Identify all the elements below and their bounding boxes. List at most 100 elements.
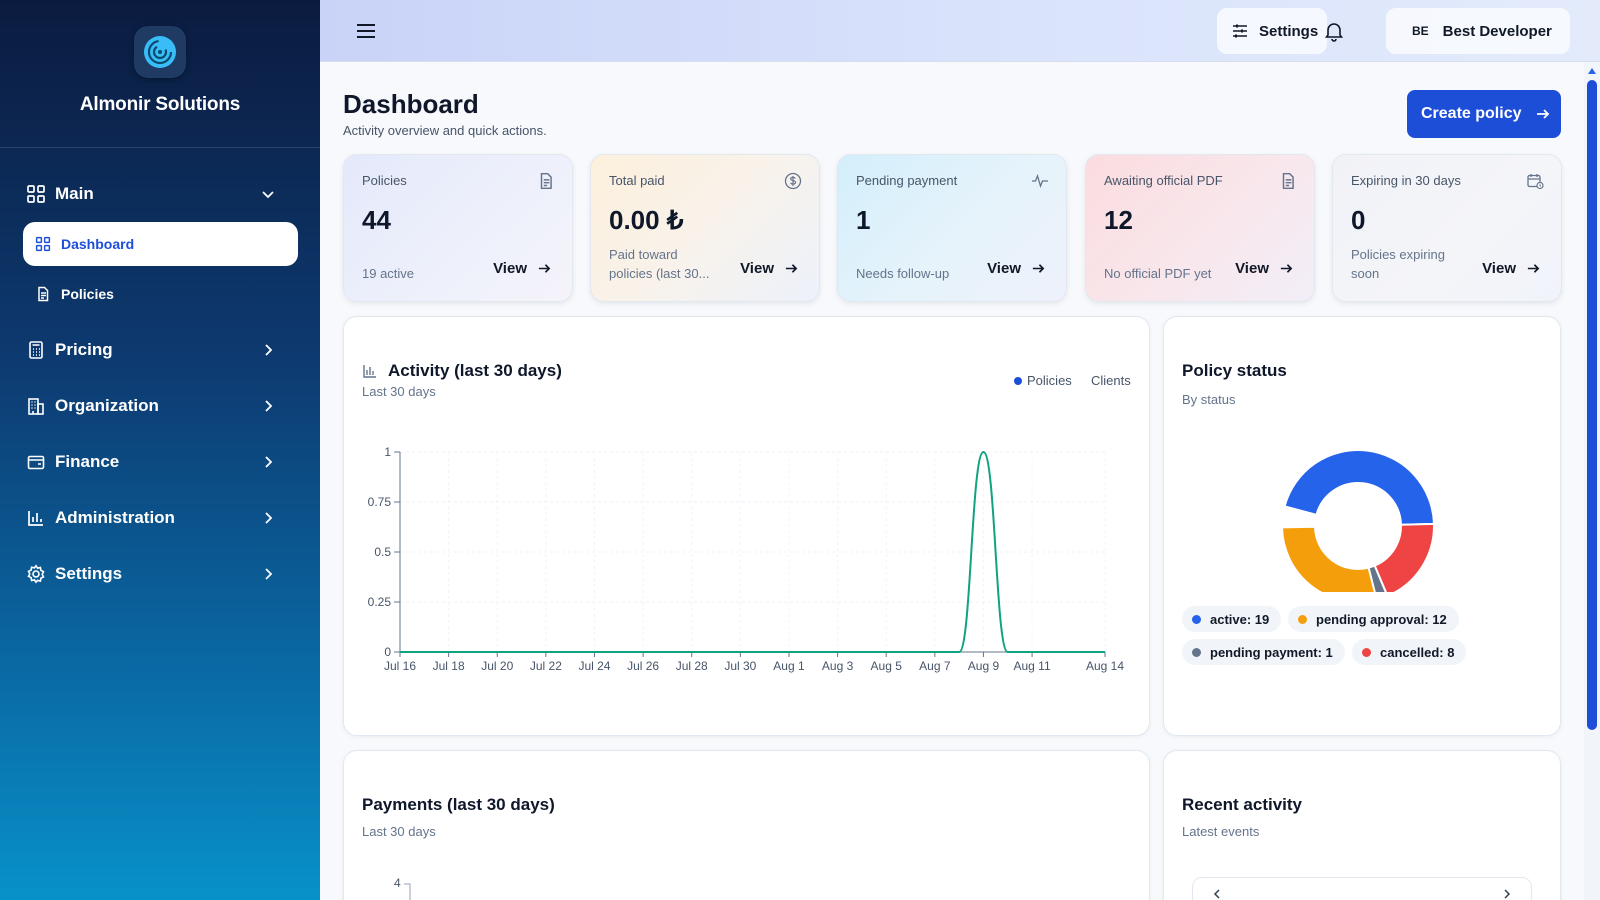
- sidebar-item-policies[interactable]: Policies: [23, 272, 298, 316]
- bar-chart-icon: [26, 508, 46, 528]
- kpi-label: Expiring in 30 days: [1351, 173, 1461, 188]
- chevron-right-icon[interactable]: [1501, 888, 1513, 900]
- kpi-value: 44: [362, 205, 391, 235]
- payments-title: Payments (last 30 days): [362, 795, 555, 814]
- x-tick-label: Jul 16: [384, 659, 416, 673]
- sidebar-nav: Main Dashboard Policies Pricing: [0, 148, 320, 602]
- y-tick-label: 0: [384, 645, 391, 659]
- main-scrollbar[interactable]: [1584, 62, 1600, 900]
- calendar-icon: [1527, 174, 1544, 190]
- document-icon: [540, 172, 552, 190]
- sidebar-group-administration[interactable]: Administration: [0, 490, 320, 546]
- legend-item-policies[interactable]: Policies: [1014, 373, 1072, 388]
- chevron-left-icon[interactable]: [1211, 888, 1223, 900]
- recent-activity-pager: [1192, 877, 1532, 900]
- x-tick-label: Aug 11: [1013, 659, 1050, 673]
- kpi-value: 0: [1351, 205, 1366, 235]
- scroll-thumb[interactable]: [1587, 80, 1597, 730]
- y-tick-label: 0.75: [368, 495, 392, 509]
- legend-chip-pending-approval[interactable]: pending approval: 12: [1288, 606, 1459, 632]
- kpi-view-link[interactable]: View: [1235, 260, 1294, 277]
- x-tick-label: Aug 9: [968, 659, 1000, 673]
- kpi-view-label: View: [987, 260, 1021, 277]
- sidebar-group-label: Administration: [55, 508, 175, 527]
- x-tick-label: Aug 7: [919, 659, 951, 673]
- donut-slice-pending-approval: [1280, 525, 1378, 600]
- x-tick-label: Jul 26: [627, 659, 659, 673]
- kpi-view-link[interactable]: View: [1482, 260, 1541, 277]
- x-tick-label: Jul 24: [578, 659, 610, 673]
- kpi-view-link[interactable]: View: [493, 260, 552, 277]
- policy-status-title: Policy status: [1182, 361, 1287, 380]
- create-policy-button[interactable]: Create policy: [1407, 90, 1561, 138]
- sidebar-group-organization[interactable]: Organization: [0, 378, 320, 434]
- kpi-view-link[interactable]: View: [740, 260, 799, 277]
- legend-chip-cancelled[interactable]: cancelled: 8: [1352, 639, 1467, 665]
- gear-icon: [26, 564, 46, 584]
- sidebar-group-main[interactable]: Main: [0, 166, 320, 222]
- legend-chip-active[interactable]: active: 19: [1182, 606, 1282, 632]
- kpi-label: Pending payment: [856, 173, 958, 188]
- sidebar-item-dashboard[interactable]: Dashboard: [23, 222, 298, 266]
- x-tick-label: Jul 22: [530, 659, 562, 673]
- hamburger-menu-icon[interactable]: [356, 20, 376, 42]
- bell-icon[interactable]: [1323, 20, 1345, 42]
- kpi-value: 1: [856, 205, 871, 235]
- arrow-right-icon: [785, 264, 798, 273]
- page-subtitle: Activity overview and quick actions.: [343, 123, 547, 138]
- kpi-value: 0.00 ₺: [609, 205, 684, 235]
- kpi-card-total-paid[interactable]: Total paid 0.00 ₺ Paid toward policies (…: [590, 154, 820, 302]
- kpi-card-expiring[interactable]: Expiring in 30 days 0 Policies expiring …: [1332, 154, 1562, 302]
- legend-label: pending payment: 1: [1210, 644, 1333, 660]
- legend-dot: [1298, 614, 1307, 624]
- kpi-label: Policies: [362, 173, 407, 188]
- brand-logo[interactable]: [134, 26, 186, 78]
- legend-label: Policies: [1027, 373, 1072, 388]
- user-menu-button[interactable]: BE Best Developer: [1386, 8, 1570, 54]
- recent-activity-title: Recent activity: [1182, 795, 1302, 814]
- kpi-card-policies[interactable]: Policies 44 19 active View: [343, 154, 573, 302]
- brand: Almonir Solutions: [0, 0, 320, 148]
- sidebar-group-label: Pricing: [55, 340, 113, 359]
- payments-card: Payments (last 30 days) Last 30 days 4: [343, 750, 1150, 900]
- legend-item-clients[interactable]: Clients: [1091, 373, 1131, 388]
- scroll-up-arrow[interactable]: [1588, 68, 1596, 74]
- x-tick-label: Aug 14: [1086, 659, 1124, 673]
- arrow-right-icon: [1032, 264, 1045, 273]
- recent-activity-card: Recent activity Latest events: [1163, 750, 1561, 900]
- arrow-right-icon: [1537, 109, 1550, 119]
- kpi-subtext: 19 active: [362, 266, 415, 281]
- legend-chip-pending-payment[interactable]: pending payment: 1: [1182, 639, 1345, 665]
- sidebar-group-label: Main: [55, 184, 94, 203]
- x-tick-label: Jul 30: [724, 659, 756, 673]
- sidebar-group-label: Settings: [55, 564, 123, 583]
- kpi-subtext: Needs follow-up: [856, 266, 950, 281]
- arrow-right-icon: [538, 264, 551, 273]
- shield-logo-icon: [144, 36, 176, 68]
- chevron-right-icon: [265, 512, 273, 524]
- kpi-view-link[interactable]: View: [987, 260, 1046, 277]
- sidebar: Almonir Solutions Main Dashboard Policie…: [0, 0, 320, 900]
- series-line-clients: [400, 450, 1105, 653]
- sidebar-group-pricing[interactable]: Pricing: [0, 322, 320, 378]
- activity-line-chart: 0 0.25 0.5 0.75 1 Jul 16 Jul 18 Jul 20 Jul 22 Jul…: [368, 445, 1125, 673]
- kpi-subtext: No official PDF yet: [1104, 266, 1212, 281]
- y-tick-label: 0.5: [374, 545, 391, 559]
- kpi-value: 12: [1104, 205, 1133, 235]
- y-tick-label: 0.25: [368, 595, 392, 609]
- recent-activity-subtitle: Latest events: [1182, 824, 1260, 839]
- kpi-card-awaiting-pdf[interactable]: Awaiting official PDF 12 No official PDF…: [1085, 154, 1315, 302]
- kpi-card-pending-payment[interactable]: Pending payment 1 Needs follow-up View: [837, 154, 1067, 302]
- policy-status-card: Policy status By status active: 19 pendi…: [1163, 316, 1561, 736]
- legend-dot: [1014, 376, 1022, 385]
- main-content: Dashboard Activity overview and quick ac…: [320, 62, 1584, 900]
- settings-button[interactable]: Settings: [1217, 8, 1327, 54]
- brand-name: Almonir Solutions: [79, 94, 241, 115]
- x-tick-label: Jul 18: [433, 659, 465, 673]
- activity-title: Activity (last 30 days): [388, 361, 562, 380]
- sidebar-group-settings[interactable]: Settings: [0, 546, 320, 602]
- payments-y-tick: 4: [394, 876, 401, 890]
- x-tick-label: Jul 28: [676, 659, 708, 673]
- sidebar-group-finance[interactable]: Finance: [0, 434, 320, 490]
- payments-axis: [404, 883, 411, 900]
